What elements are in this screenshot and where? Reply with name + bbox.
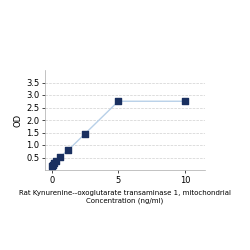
Point [183, 99, 187, 103]
X-axis label: Rat Kynurenine--oxoglutarate transaminase 1, mitochondrial
Concentration (ng/ml): Rat Kynurenine--oxoglutarate transaminas… [19, 190, 231, 203]
Point [58, 155, 62, 159]
Point [66, 148, 70, 152]
Point [54, 158, 58, 162]
Point [83, 132, 87, 136]
Point [116, 99, 120, 103]
Point [51, 163, 55, 167]
Point [50, 164, 54, 168]
Point [52, 161, 56, 165]
Y-axis label: OD: OD [13, 114, 22, 126]
